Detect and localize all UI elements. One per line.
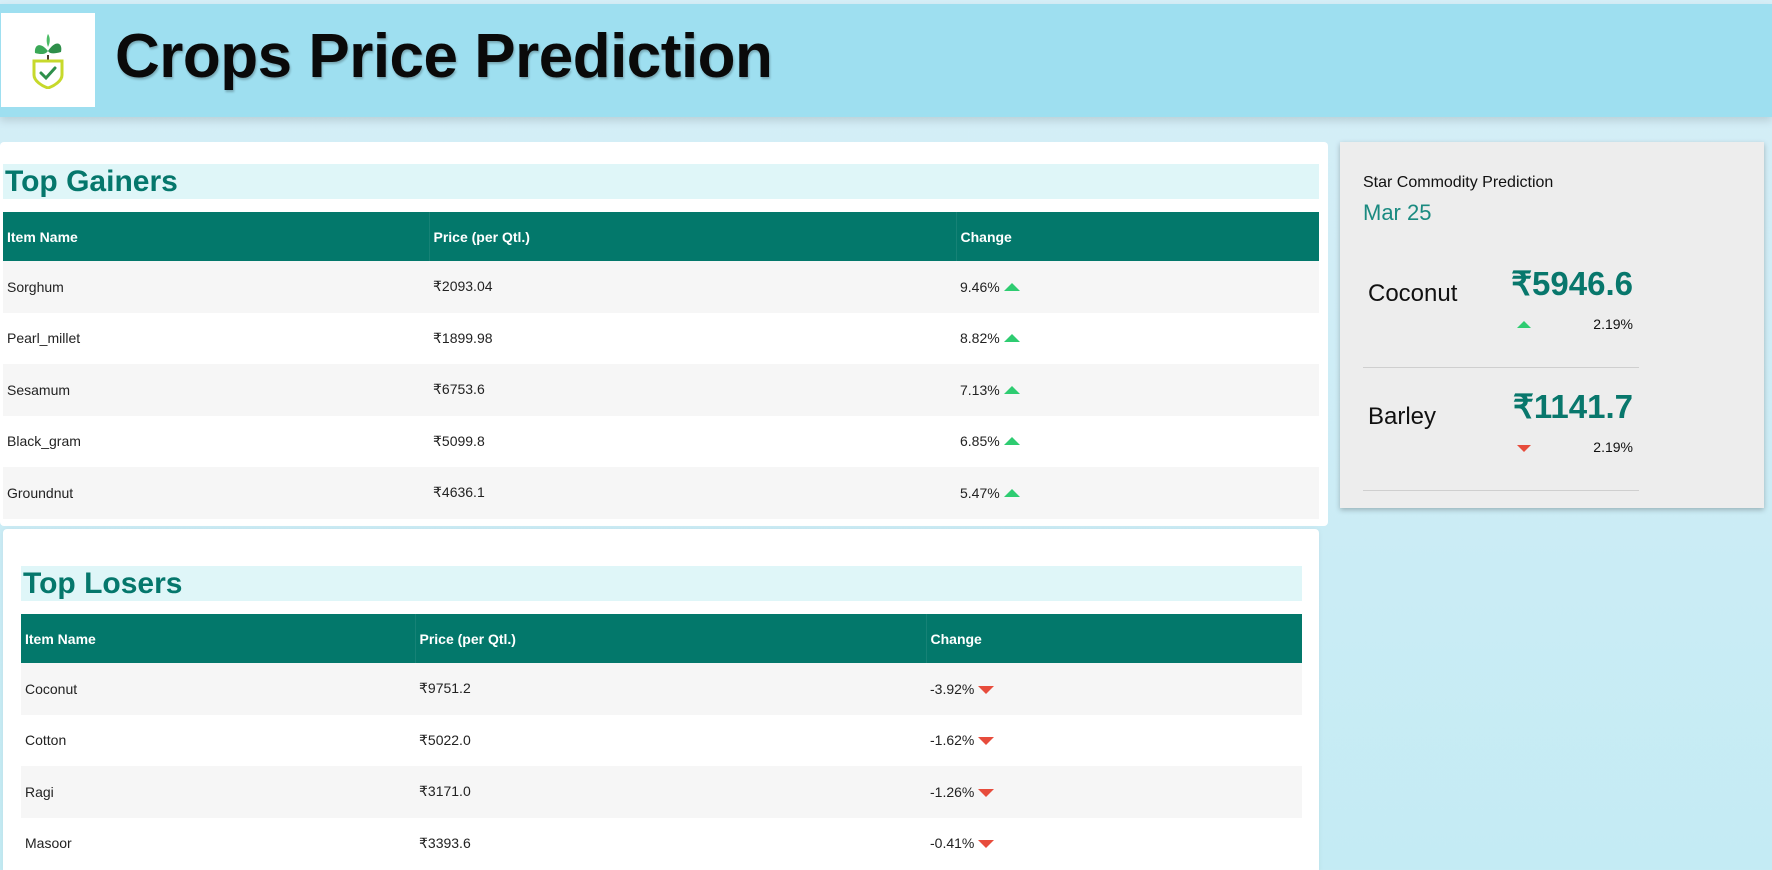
column-header-change[interactable]: Change xyxy=(926,614,1303,663)
top-gainers-panel: Top Gainers Item Name Price (per Qtl.) C… xyxy=(0,142,1328,526)
column-header-price[interactable]: Price (per Qtl.) xyxy=(415,614,927,663)
item-name: Masoor xyxy=(21,817,415,869)
column-header-item-name[interactable]: Item Name xyxy=(21,614,416,663)
item-name: Pearl_millet xyxy=(3,312,429,364)
item-change-cell: 6.85% xyxy=(956,415,1319,467)
page-title: Crops Price Prediction xyxy=(115,22,773,91)
section-title: Top Losers xyxy=(21,566,1302,601)
item-change: 8.82% xyxy=(960,330,1000,347)
item-name: Black_gram xyxy=(3,415,429,467)
arrow-up-icon xyxy=(1003,488,1020,497)
item-change: 5.47% xyxy=(960,484,1000,501)
item-price: ₹6753.6 xyxy=(429,364,956,416)
item-name: Sesamum xyxy=(3,364,429,416)
item-price: ₹4636.1 xyxy=(429,467,956,519)
arrow-down-icon xyxy=(978,737,995,746)
item-change: 6.85% xyxy=(960,433,1000,450)
item-change-cell: -3.92% xyxy=(926,663,1302,715)
item-price: ₹5099.8 xyxy=(429,415,956,467)
arrow-up-icon xyxy=(1003,334,1020,343)
commodity-price: ₹5946.6 xyxy=(1511,265,1633,302)
commodity-name: Barley xyxy=(1368,403,1437,430)
star-commodity-card: Star Commodity Prediction Mar 25 Coconut… xyxy=(1340,142,1764,508)
arrow-down-icon xyxy=(978,685,995,694)
table-row[interactable]: Coconut ₹9751.2 -3.92% xyxy=(21,663,1302,715)
item-name: Coconut xyxy=(21,663,415,715)
item-price: ₹9751.2 xyxy=(415,663,926,715)
star-commodity-item[interactable]: Barley ₹1141.7 2.19% xyxy=(1363,369,1639,491)
column-header-item-name[interactable]: Item Name xyxy=(3,212,430,261)
table-header-row: Item Name Price (per Qtl.) Change xyxy=(21,614,1303,663)
prediction-date: Mar 25 xyxy=(1363,200,1432,225)
table-row[interactable]: Groundnut ₹4636.1 5.47% xyxy=(3,467,1319,519)
arrow-down-icon xyxy=(1517,445,1531,452)
app-logo[interactable] xyxy=(1,13,95,107)
item-name: Groundnut xyxy=(3,467,429,519)
commodity-name: Coconut xyxy=(1368,280,1458,307)
item-change: 9.46% xyxy=(960,278,1000,295)
arrow-up-icon xyxy=(1003,437,1020,446)
item-change-cell: 5.47% xyxy=(956,467,1319,519)
table-row[interactable]: Cotton ₹5022.0 -1.62% xyxy=(21,714,1302,766)
item-change-cell: -0.41% xyxy=(926,817,1302,869)
item-change: -0.41% xyxy=(930,835,975,852)
item-name: Sorghum xyxy=(3,261,429,313)
arrow-down-icon xyxy=(978,788,995,797)
header-bar: Crops Price Prediction xyxy=(0,4,1772,117)
item-change-cell: 8.82% xyxy=(956,312,1319,364)
item-price: ₹2093.04 xyxy=(429,261,956,313)
star-commodity-item[interactable]: Coconut ₹5946.6 2.19% xyxy=(1363,246,1639,368)
arrow-up-icon xyxy=(1003,385,1020,394)
column-header-change[interactable]: Change xyxy=(956,212,1320,261)
column-header-price[interactable]: Price (per Qtl.) xyxy=(429,212,957,261)
commodity-change: 2.19% xyxy=(1593,316,1633,332)
table-row[interactable]: Sesamum ₹6753.6 7.13% xyxy=(3,364,1319,416)
commodity-price: ₹1141.7 xyxy=(1512,388,1633,425)
item-change-cell: 7.13% xyxy=(956,364,1319,416)
item-price: ₹3171.0 xyxy=(415,766,926,818)
item-change-cell: 9.46% xyxy=(956,261,1319,313)
table-row[interactable]: Pearl_millet ₹1899.98 8.82% xyxy=(3,312,1319,364)
table-row[interactable]: Masoor ₹3393.6 -0.41% xyxy=(21,817,1302,869)
losers-table: Item Name Price (per Qtl.) Change Coconu… xyxy=(21,614,1303,869)
item-name: Ragi xyxy=(21,766,415,818)
section-title: Top Gainers xyxy=(3,164,1319,199)
top-losers-panel: Top Losers Item Name Price (per Qtl.) Ch… xyxy=(3,529,1319,870)
item-price: ₹5022.0 xyxy=(415,714,926,766)
item-price: ₹3393.6 xyxy=(415,817,926,869)
item-change: 7.13% xyxy=(960,381,1000,398)
item-price: ₹1899.98 xyxy=(429,312,956,364)
item-change-cell: -1.26% xyxy=(926,766,1302,818)
arrow-up-icon xyxy=(1517,321,1531,328)
commodity-change: 2.19% xyxy=(1593,439,1633,455)
plant-shield-icon xyxy=(32,34,64,89)
item-change: -1.26% xyxy=(930,783,975,800)
item-change: -1.62% xyxy=(930,732,975,749)
item-change-cell: -1.62% xyxy=(926,714,1302,766)
table-header-row: Item Name Price (per Qtl.) Change xyxy=(3,212,1320,261)
arrow-up-icon xyxy=(1003,282,1020,291)
star-commodity-label: Star Commodity Prediction xyxy=(1363,174,1554,191)
arrow-down-icon xyxy=(978,840,995,849)
item-name: Cotton xyxy=(21,714,415,766)
table-row[interactable]: Black_gram ₹5099.8 6.85% xyxy=(3,415,1319,467)
item-change: -3.92% xyxy=(930,680,975,697)
table-row[interactable]: Ragi ₹3171.0 -1.26% xyxy=(21,766,1302,818)
gainers-table: Item Name Price (per Qtl.) Change Sorghu… xyxy=(3,212,1320,519)
table-row[interactable]: Sorghum ₹2093.04 9.46% xyxy=(3,261,1319,313)
